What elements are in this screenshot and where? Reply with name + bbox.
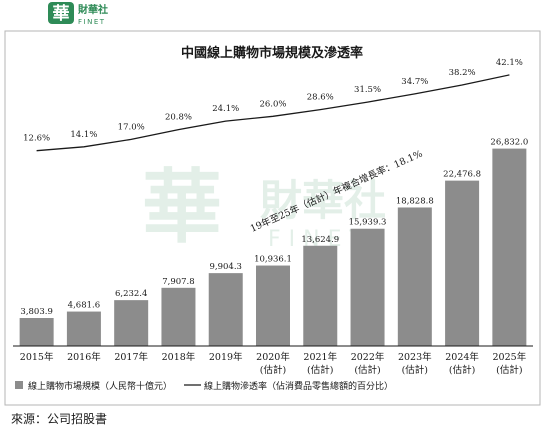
x-tick-label: 2017年 [114,351,148,363]
legend: 線上購物市場規模（人民幣十億元） 線上購物滲透率（佔消費品零售總額的百分比） [15,380,393,392]
x-tick-sublabel: (估計) [496,364,522,376]
logo-brand-cn: 財華社 [77,3,108,16]
x-tick-label: 2019年 [209,351,243,363]
penetration-rate-line [36,74,510,152]
legend-bar-swatch [15,381,23,389]
bar-value-label: 15,939.3 [349,218,387,228]
bar-value-label: 18,828.8 [396,196,434,206]
bar-value-label: 10,936.1 [254,255,292,265]
watermark-logo-char: 華 [142,160,222,254]
bar-2024年 [445,180,480,346]
x-tick-sublabel: (估計) [402,364,428,376]
bar-value-label: 4,681.6 [68,301,100,311]
rate-value-label: 42.1% [496,58,523,68]
bar-value-label: 13,624.9 [301,235,339,245]
bar-2015年 [19,318,54,346]
bar-value-labels: 3,803.9 4,681.6 6,232.4 7,907.8 9,904.3 10,93… [20,138,528,317]
x-tick-label: 2018年 [162,351,196,363]
x-tick-label: 2016年 [67,351,101,363]
x-tick-sublabel: (估計) [449,364,475,376]
watermark-brand-cn: 財華社 [260,176,386,225]
bar-2023年 [397,207,432,346]
rate-value-label: 34.7% [401,77,428,87]
legend-bar-label: 線上購物市場規模（人民幣十億元） [28,380,172,392]
source-note: 來源：公司招股書 [11,412,107,426]
x-tick-sublabel: (估計) [354,364,380,376]
bar-value-label: 3,803.9 [20,307,52,317]
rate-value-label: 26.0% [259,99,286,109]
bar-value-label: 6,232.4 [115,289,147,299]
bar-2022年 [350,228,385,346]
chart-title: 中國線上購物市場規模及滲透率 [181,45,363,61]
x-tick-sublabel: (估計) [260,364,286,376]
bar-2017年 [114,300,149,346]
bar-value-label: 7,907.8 [162,277,194,287]
rate-value-label: 28.6% [307,93,334,103]
x-tick-label: 2020年 [256,351,290,363]
x-tick-label: 2025年 [493,351,527,363]
x-tick-label: 2023年 [398,351,432,363]
bars [19,148,527,346]
logo-badge [48,2,74,24]
logo-brand-en: FINET [78,18,106,26]
bar-value-label: 9,904.3 [210,262,242,272]
rate-value-label: 20.8% [165,113,192,123]
rate-value-label: 14.1% [70,130,97,140]
rate-value-label: 31.5% [354,85,381,95]
bar-2018年 [161,287,196,346]
bar-2025年 [492,148,527,346]
finet-logo: 華 財華社 FINET [48,2,108,26]
logo-char: 華 [53,4,70,24]
rate-value-label: 12.6% [23,134,50,144]
bar-value-label: 22,476.8 [443,170,481,180]
rate-value-label: 38.2% [449,68,476,78]
penetration-rate-labels: 12.6% 14.1% 17.0% 20.8% 24.1% 26.0% 28.6% 31.5%… [23,58,523,144]
x-axis-labels: 2015年 2016年 2017年 2018年 2019年 2020年(估計)2021年(… [20,351,527,376]
rate-value-label: 17.0% [118,122,145,132]
x-tick-label: 2021年 [303,351,337,363]
x-tick-label: 2024年 [445,351,479,363]
bar-2016年 [66,311,101,346]
bar-2021年 [303,245,338,346]
legend-line-label: 線上購物滲透率（佔消費品零售總額的百分比） [204,380,393,392]
rate-value-label: 24.1% [212,104,239,114]
x-tick-sublabel: (估計) [307,364,333,376]
bar-2019年 [208,273,243,346]
x-tick-label: 2022年 [351,351,385,363]
bar-value-label: 26,832.0 [490,138,528,148]
bar-2020年 [256,265,290,346]
x-tick-label: 2015年 [20,351,54,363]
